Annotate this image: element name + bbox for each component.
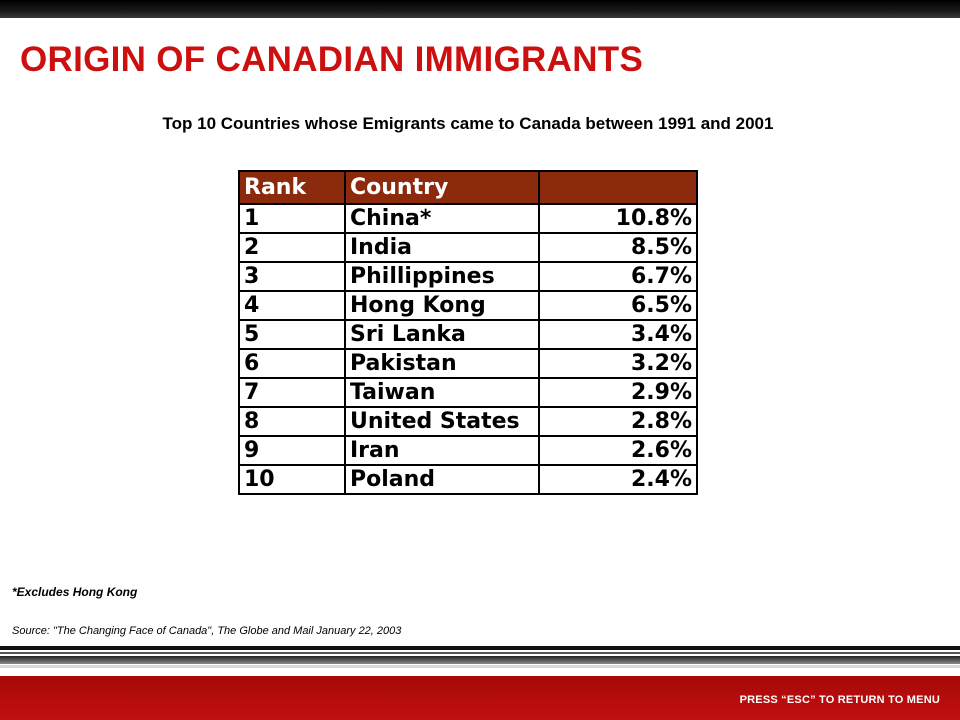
slide-title: ORIGIN OF CANADIAN IMMIGRANTS (20, 40, 644, 79)
country-cell: Iran (344, 435, 540, 466)
table-row: 8 United States 2.8% (238, 406, 698, 437)
percent-cell: 2.9% (538, 377, 698, 408)
table-row: 6 Pakistan 3.2% (238, 348, 698, 379)
footer-stripe (0, 665, 960, 668)
footnote: *Excludes Hong Kong (12, 585, 138, 599)
source-citation: Source: "The Changing Face of Canada", T… (12, 625, 402, 637)
percent-cell: 2.6% (538, 435, 698, 466)
country-cell: Sri Lanka (344, 319, 540, 350)
country-cell: Pakistan (344, 348, 540, 379)
rank-cell: 1 (238, 203, 346, 234)
rank-cell: 8 (238, 406, 346, 437)
country-cell: Phillippines (344, 261, 540, 292)
esc-hint: PRESS “ESC” TO RETURN TO MENU (739, 694, 940, 706)
country-cell: Poland (344, 464, 540, 495)
footer-stripe (0, 656, 960, 664)
table-body: 1 China* 10.8% 2 India 8.5% 3 Phillippines 6.7% 4… (238, 203, 698, 495)
country-cell: China* (344, 203, 540, 234)
slide-subtitle: Top 10 Countries whose Emigrants came to… (162, 114, 774, 133)
percent-cell: 2.8% (538, 406, 698, 437)
rank-cell: 10 (238, 464, 346, 495)
table-header-row: Rank Country (238, 170, 698, 205)
table-row: 5 Sri Lanka 3.4% (238, 319, 698, 350)
percent-cell: 3.2% (538, 348, 698, 379)
country-cell: India (344, 232, 540, 263)
footer-stripe (0, 652, 960, 654)
table-row: 1 China* 10.8% (238, 203, 698, 234)
immigrant-origin-table: Rank Country 1 China* 10.8% 2 India 8.5% 3 Phil… (238, 170, 698, 495)
table-row: 9 Iran 2.6% (238, 435, 698, 466)
rank-cell: 4 (238, 290, 346, 321)
header-rank: Rank (238, 170, 346, 205)
rank-cell: 9 (238, 435, 346, 466)
table-row: 10 Poland 2.4% (238, 464, 698, 495)
percent-cell: 8.5% (538, 232, 698, 263)
country-cell: United States (344, 406, 540, 437)
percent-cell: 10.8% (538, 203, 698, 234)
rank-cell: 7 (238, 377, 346, 408)
table-row: 7 Taiwan 2.9% (238, 377, 698, 408)
percent-cell: 6.5% (538, 290, 698, 321)
country-cell: Taiwan (344, 377, 540, 408)
footer-bar: PRESS “ESC” TO RETURN TO MENU (0, 676, 960, 720)
rank-cell: 2 (238, 232, 346, 263)
footer-stripe (0, 646, 960, 650)
header-country: Country (344, 170, 540, 205)
header-percent (538, 170, 698, 205)
rank-cell: 6 (238, 348, 346, 379)
table-row: 3 Phillippines 6.7% (238, 261, 698, 292)
country-cell: Hong Kong (344, 290, 540, 321)
table-row: 4 Hong Kong 6.5% (238, 290, 698, 321)
rank-cell: 5 (238, 319, 346, 350)
top-bar (0, 0, 960, 18)
percent-cell: 6.7% (538, 261, 698, 292)
percent-cell: 2.4% (538, 464, 698, 495)
rank-cell: 3 (238, 261, 346, 292)
table-row: 2 India 8.5% (238, 232, 698, 263)
percent-cell: 3.4% (538, 319, 698, 350)
